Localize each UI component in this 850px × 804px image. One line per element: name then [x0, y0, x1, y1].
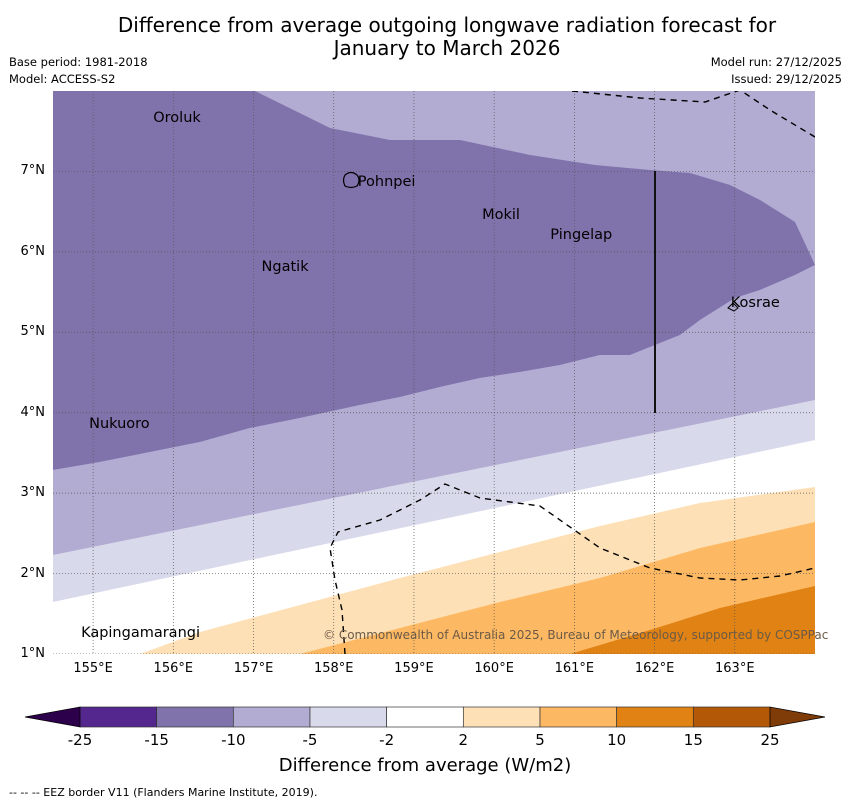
lat-tick-label: 5°N [20, 324, 46, 340]
lat-tick-label: 4°N [20, 404, 46, 420]
colorbar-label: Difference from average (W/m2) [278, 755, 572, 776]
colorbar-swatch [232, 706, 311, 728]
colorbar-tick-label: -25 [67, 731, 93, 749]
band-minus-10-lower [53, 265, 815, 553]
lon-tick-label: 160°E [474, 661, 514, 676]
model-name: Model: ACCESS-S2 [9, 72, 116, 86]
lon-tick-label: 161°E [554, 661, 595, 676]
colorbar-tick-label: 10 [607, 731, 627, 749]
colorbar-tick-label: 2 [458, 731, 469, 749]
place-label: Nukuoro [89, 415, 150, 432]
lon-tick-label: 157°E [233, 661, 274, 676]
place-label: Pingelap [550, 226, 613, 243]
colorbar-swatch [79, 706, 158, 728]
colorbar-tick-label: -10 [221, 731, 246, 749]
issued-date: Issued: 29/12/2025 [731, 72, 842, 86]
colorbar-swatch [156, 706, 234, 728]
place-label: Oroluk [153, 110, 201, 127]
model-run: Model run: 27/12/2025 [710, 55, 842, 69]
pohnpei-island-outline [342, 171, 360, 189]
base-period: Base period: 1981-2018 [9, 55, 148, 69]
lon-tick-label: 156°E [153, 661, 194, 676]
title-line-1: Difference from average outgoing longwav… [117, 13, 777, 37]
place-label: Pohnpei [357, 174, 416, 191]
eez-border [329, 483, 815, 654]
colorbar-swatch [539, 706, 618, 728]
colorbar-swatch [309, 706, 388, 728]
place-label: Kosrae [730, 295, 780, 312]
lon-tick-label: 155°E [73, 661, 113, 676]
band-minus-15 [53, 91, 815, 470]
colorbar-over-arrow [769, 706, 826, 728]
lon-tick-label: 158°E [313, 661, 354, 676]
colorbar-tick-label: 5 [535, 731, 545, 749]
place-label: Kapingamarangi [81, 624, 200, 641]
band-plus-10 [570, 586, 815, 654]
lat-tick-label: 7°N [20, 163, 46, 179]
eez-footnote: -- -- -- EEZ border V11 (Flanders Marine… [9, 786, 318, 799]
lon-tick-label: 163°E [715, 661, 755, 676]
meta-right: Model run: 27/12/2025 Issued: 29/12/2025 [711, 54, 842, 88]
title-line-2: January to March 2026 [333, 36, 561, 60]
colorbar-tick-label: -5 [302, 731, 318, 749]
eez-border [571, 91, 815, 138]
lon-tick-label: 159°E [394, 661, 434, 676]
kosrae-island-outline [727, 302, 739, 312]
colorbar-tick-label: 25 [760, 731, 780, 749]
colorbar-swatch [462, 706, 541, 728]
colorbar-swatch [616, 706, 694, 728]
colorbar-swatch [692, 706, 771, 728]
lat-tick-label: 3°N [20, 485, 46, 501]
lat-tick-label: 1°N [20, 646, 46, 661]
lat-tick-label: 2°N [20, 565, 46, 581]
colorbar-tick-label: 15 [683, 731, 703, 749]
copyright-notice: © Commonwealth of Australia 2025, Bureau… [323, 628, 829, 642]
colorbar-under-arrow [24, 706, 81, 728]
colorbar-tick-label: -2 [379, 731, 395, 749]
colorbar-tick-label: -15 [144, 731, 169, 749]
graticule [53, 91, 815, 654]
lon-tick-label: 162°E [634, 661, 675, 676]
colorbar-swatch [386, 706, 464, 728]
colorbar [24, 706, 826, 728]
place-label: Mokil [482, 206, 520, 223]
chart-title: Difference from average outgoing longwav… [0, 14, 850, 60]
map-plot-area [53, 91, 815, 654]
band-minus-5 [53, 400, 815, 602]
lat-tick-label: 6°N [20, 243, 46, 259]
place-label: Ngatik [261, 258, 309, 275]
meta-left: Base period: 1981-2018 Model: ACCESS-S2 [9, 54, 148, 88]
